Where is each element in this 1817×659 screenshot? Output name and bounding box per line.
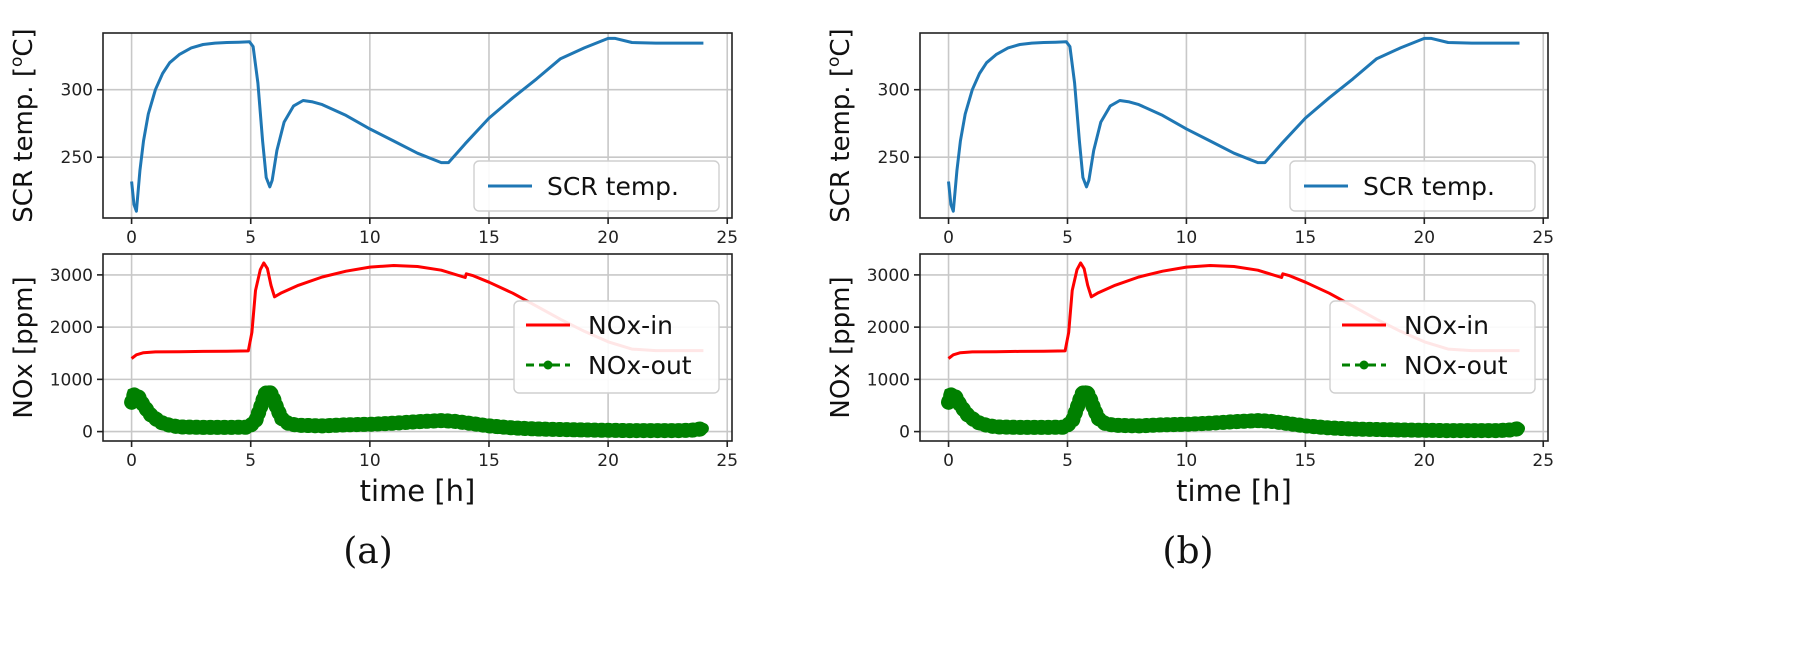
x-tick-label: 5 [245, 228, 256, 248]
y-tick-label: 300 [878, 81, 910, 101]
nox-subplot: 0 5 10 15 20 25 0 1000 2000 3000 NOx [ppm] time [h]… [9, 253, 738, 508]
y-tick-label: 250 [61, 148, 93, 168]
x-tick-label: 25 [1532, 451, 1554, 471]
y-tick-label: 1000 [50, 370, 93, 390]
y-tick-label: 0 [899, 423, 910, 443]
axes-frame [919, 253, 1549, 442]
y-axis-label: NOx [ppm] [9, 276, 39, 418]
x-tick-label: 25 [716, 228, 738, 248]
x-tick-label: 15 [1295, 451, 1317, 471]
y-axis-label-unit: C] [826, 28, 856, 56]
y-axis-label: SCR temp. [oC] [7, 28, 39, 222]
y-tick-label: 300 [61, 81, 93, 101]
y-tick-label: 3000 [50, 266, 93, 286]
legend: SCR temp. [473, 160, 720, 212]
y-axis-label: NOx [ppm] [826, 276, 856, 418]
y-axis-label: SCR temp. [oC] [824, 28, 856, 222]
panel-caption: (a) [343, 531, 393, 572]
x-tick-label: 20 [1413, 451, 1435, 471]
legend-label-nox-in: NOx-in [1404, 311, 1489, 340]
legend: NOx-in NOx-out [1329, 300, 1536, 394]
x-tick-label: 25 [1532, 228, 1554, 248]
x-tick-label: 20 [1413, 228, 1435, 248]
legend-marker-nox-out [543, 360, 553, 370]
y-tick-label: 2000 [867, 318, 910, 338]
axes-frame [919, 32, 1549, 219]
legend-label-nox-out: NOx-out [588, 351, 692, 380]
y-axis-label-main: SCR temp. [ [9, 67, 39, 223]
x-tick-label: 10 [359, 228, 381, 248]
legend-marker-nox-out [1359, 360, 1369, 370]
legend-label-scr-temp: SCR temp. [1363, 172, 1495, 201]
y-axis-label-unit: C] [9, 28, 39, 56]
x-tick-label: 0 [943, 228, 954, 248]
y-tick-label: 2000 [50, 318, 93, 338]
y-axis-label-superscript: o [7, 57, 27, 67]
legend: NOx-in NOx-out [513, 300, 720, 394]
x-axis-label: time [h] [360, 474, 476, 508]
y-tick-label: 0 [82, 423, 93, 443]
series-markers-nox-out [941, 380, 1527, 439]
legend-box [1289, 160, 1536, 212]
legend: SCR temp. [1289, 160, 1536, 212]
x-tick-label: 15 [478, 228, 500, 248]
y-tick-label: 1000 [867, 370, 910, 390]
legend-label-nox-in: NOx-in [588, 311, 673, 340]
series-line-scr-temp [130, 36, 704, 213]
x-tick-label: 0 [126, 451, 137, 471]
x-tick-label: 5 [245, 451, 256, 471]
x-tick-label: 20 [597, 228, 619, 248]
x-tick-label: 10 [1176, 451, 1198, 471]
series-group [130, 36, 704, 213]
nox-subplot: 0 5 10 15 20 25 0 1000 2000 3000 NOx [ppm] time [h]… [826, 253, 1554, 508]
panel-caption: (b) [1162, 531, 1213, 572]
series-markers-nox-out [124, 380, 711, 439]
y-axis-label-superscript: o [824, 57, 844, 67]
x-tick-label: 5 [1062, 451, 1073, 471]
temperature-subplot: 0 5 10 15 20 25 250 300 SCR temp. [oC] SCR temp. [7, 28, 738, 248]
legend-label-scr-temp: SCR temp. [547, 172, 679, 201]
y-tick-label: 3000 [867, 266, 910, 286]
x-tick-label: 0 [943, 451, 954, 471]
x-tick-label: 10 [359, 451, 381, 471]
legend-label-nox-out: NOx-out [1404, 351, 1508, 380]
legend-box [473, 160, 720, 212]
axes-frame [102, 253, 733, 442]
series-group [947, 36, 1520, 213]
x-tick-label: 0 [126, 228, 137, 248]
series-line-scr-temp [947, 36, 1520, 213]
x-tick-label: 15 [478, 451, 500, 471]
x-axis-label: time [h] [1176, 474, 1292, 508]
y-tick-label: 250 [878, 148, 910, 168]
x-tick-label: 5 [1062, 228, 1073, 248]
x-tick-label: 15 [1295, 228, 1317, 248]
axes-frame [102, 32, 733, 219]
y-axis-label-main: SCR temp. [ [826, 67, 856, 223]
x-tick-label: 20 [597, 451, 619, 471]
x-tick-label: 25 [716, 451, 738, 471]
temperature-subplot: 0 5 10 15 20 25 250 300 SCR temp. [oC] SCR temp. [824, 28, 1554, 248]
x-tick-label: 10 [1176, 228, 1198, 248]
